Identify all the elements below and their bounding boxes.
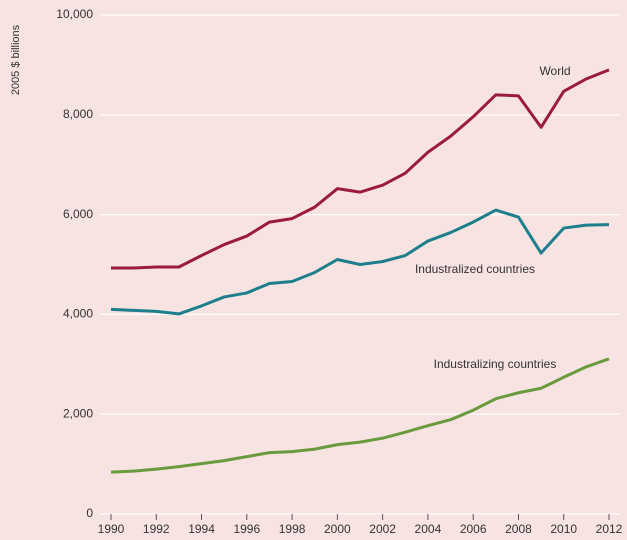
x-tick-label: 1998 [279, 522, 306, 536]
x-tick-label: 2010 [550, 522, 577, 536]
y-tick-label: 6,000 [63, 207, 93, 221]
y-tick-label: 2,000 [63, 406, 93, 420]
y-tick-label: 0 [86, 506, 93, 520]
series-line [110, 208, 610, 316]
y-tick-label: 4,000 [63, 307, 93, 321]
series-label: Industralized countries [415, 262, 535, 276]
x-tick-label: 1992 [143, 522, 170, 536]
x-tick-label: 1996 [233, 522, 260, 536]
x-tick-label: 2008 [505, 522, 532, 536]
series-label: World [539, 64, 570, 78]
y-tick-label: 10,000 [56, 7, 93, 21]
y-tick-label: 8,000 [63, 107, 93, 121]
x-tick-label: 2012 [596, 522, 623, 536]
x-tick-label: 2002 [369, 522, 396, 536]
series-line [111, 68, 610, 270]
x-tick-label: 2004 [415, 522, 442, 536]
y-axis-label: 2005 $ billions [10, 24, 22, 95]
series-label: Industralizing countries [434, 357, 557, 371]
x-tick-label: 1990 [98, 522, 125, 536]
x-tick-label: 2000 [324, 522, 351, 536]
x-tick-label: 2006 [460, 522, 487, 536]
x-tick-label: 1994 [188, 522, 215, 536]
series-line [110, 357, 610, 474]
